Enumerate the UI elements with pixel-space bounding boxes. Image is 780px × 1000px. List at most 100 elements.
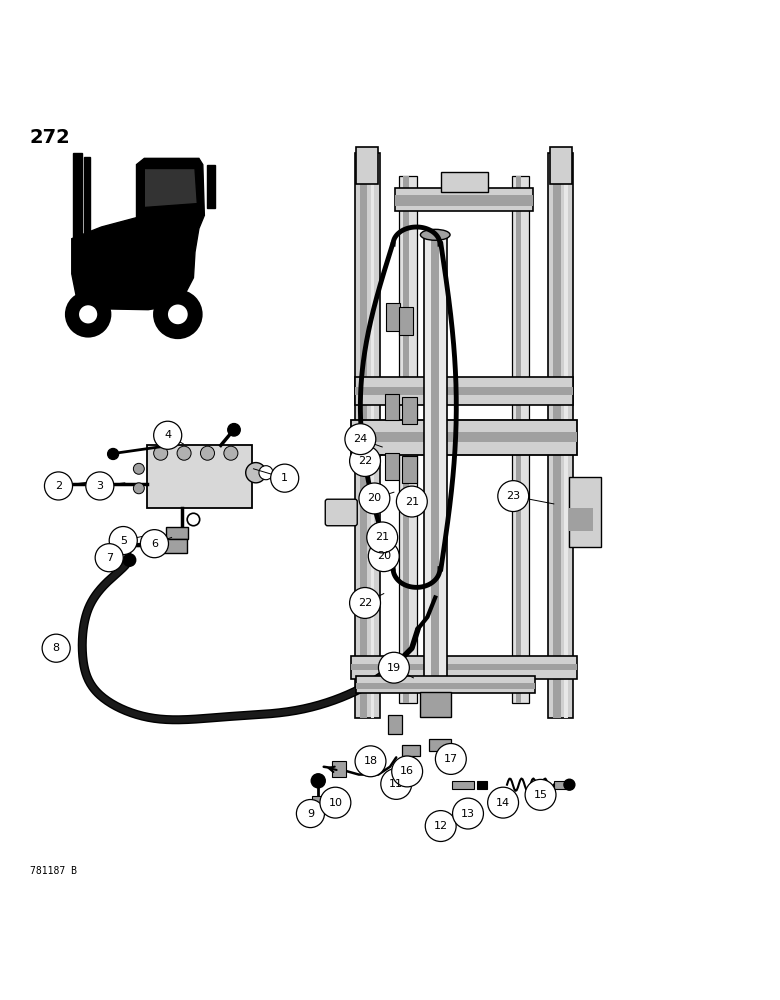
Bar [351, 664, 577, 670]
Bar [564, 153, 568, 718]
Circle shape [368, 541, 399, 572]
Bar [385, 394, 399, 420]
Circle shape [123, 554, 136, 566]
Bar [512, 176, 529, 703]
Text: 11: 11 [389, 779, 403, 789]
Text: 20: 20 [367, 493, 381, 503]
Text: 22: 22 [358, 456, 372, 466]
Circle shape [140, 530, 168, 558]
Circle shape [133, 463, 144, 474]
Polygon shape [144, 169, 197, 208]
Bar [84, 157, 90, 258]
Circle shape [396, 486, 427, 517]
Circle shape [154, 446, 168, 460]
Bar [402, 745, 420, 756]
Text: 8: 8 [52, 643, 60, 653]
Bar [356, 683, 535, 689]
Bar [351, 420, 577, 455]
Text: 17: 17 [444, 754, 458, 764]
Bar [355, 377, 573, 405]
Text: 10: 10 [328, 798, 342, 808]
Circle shape [378, 652, 410, 683]
Circle shape [108, 449, 119, 459]
Bar [477, 781, 487, 789]
Bar [399, 307, 413, 335]
Bar [548, 153, 573, 718]
Bar [395, 188, 533, 211]
Circle shape [78, 304, 98, 325]
Circle shape [109, 527, 137, 555]
Bar [355, 387, 573, 395]
Bar [207, 165, 215, 208]
Circle shape [187, 513, 200, 526]
Circle shape [271, 464, 299, 492]
Text: 272: 272 [30, 128, 70, 147]
Bar [154, 539, 187, 553]
Bar [429, 739, 451, 751]
Circle shape [44, 472, 73, 500]
Circle shape [392, 756, 423, 787]
Circle shape [154, 291, 201, 338]
FancyBboxPatch shape [325, 499, 357, 526]
Circle shape [367, 522, 398, 553]
Bar [351, 656, 577, 679]
Text: 4: 4 [164, 430, 172, 440]
Bar [386, 303, 400, 331]
Bar [332, 761, 346, 777]
Text: 3: 3 [97, 481, 103, 491]
Text: 24: 24 [353, 434, 367, 444]
Text: 22: 22 [358, 598, 372, 608]
Circle shape [42, 634, 70, 662]
Circle shape [177, 446, 191, 460]
Circle shape [390, 658, 402, 670]
Bar [402, 456, 417, 483]
Text: 6: 6 [151, 539, 158, 549]
Circle shape [224, 446, 238, 460]
Polygon shape [72, 205, 204, 310]
Bar [516, 176, 521, 703]
Circle shape [359, 483, 390, 514]
Circle shape [435, 744, 466, 774]
Bar [351, 432, 577, 442]
Bar [385, 453, 399, 480]
Circle shape [86, 472, 114, 500]
Bar [388, 714, 402, 734]
FancyBboxPatch shape [550, 147, 572, 184]
Text: 5: 5 [120, 536, 126, 546]
Circle shape [311, 774, 325, 788]
Bar [424, 235, 447, 691]
Text: 20: 20 [377, 551, 391, 561]
Circle shape [133, 483, 144, 494]
Circle shape [320, 787, 351, 818]
Bar [452, 781, 474, 789]
Ellipse shape [420, 229, 450, 240]
Bar [554, 781, 568, 789]
Bar [553, 153, 561, 718]
Text: 13: 13 [461, 809, 475, 819]
Circle shape [349, 588, 381, 618]
Circle shape [498, 481, 529, 512]
Bar [166, 527, 188, 539]
Circle shape [246, 463, 266, 483]
Text: 18: 18 [363, 756, 378, 766]
Bar [402, 397, 417, 424]
FancyBboxPatch shape [356, 147, 378, 184]
Text: 14: 14 [496, 798, 510, 808]
Bar [420, 692, 451, 717]
Text: 23: 23 [506, 491, 520, 501]
Bar [441, 172, 488, 192]
Text: 9: 9 [307, 809, 314, 819]
Circle shape [259, 466, 273, 480]
Circle shape [345, 424, 376, 455]
Text: 12: 12 [434, 821, 448, 831]
Text: 1: 1 [282, 473, 288, 483]
Circle shape [154, 421, 182, 449]
Circle shape [564, 779, 575, 790]
Circle shape [228, 424, 240, 436]
Text: 2: 2 [55, 481, 62, 491]
Bar [399, 176, 417, 703]
Bar [569, 508, 593, 531]
Circle shape [95, 544, 123, 572]
Text: 21: 21 [375, 532, 389, 542]
Circle shape [167, 303, 189, 325]
